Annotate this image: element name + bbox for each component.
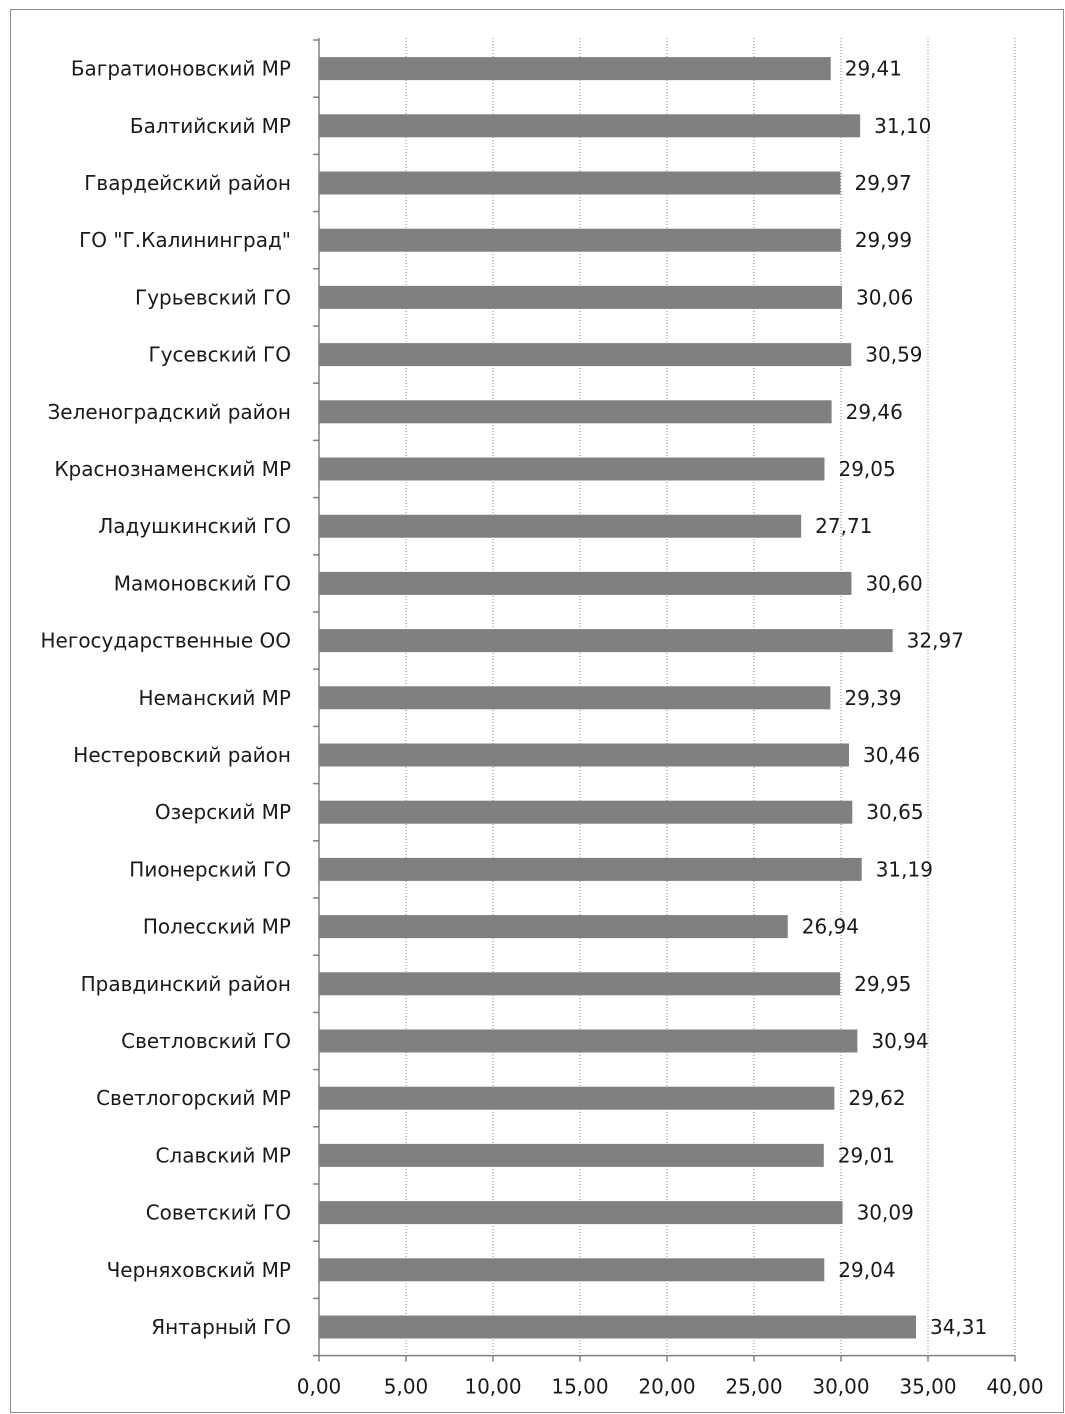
bar-10 <box>319 629 893 653</box>
bar-3 <box>319 228 841 252</box>
bar-9 <box>319 571 852 595</box>
category-label: Мамоновский ГО <box>114 571 291 595</box>
x-tick-label: 25,00 <box>725 1375 782 1399</box>
value-label: 29,04 <box>838 1258 895 1282</box>
bar-20 <box>319 1201 843 1225</box>
value-label: 29,62 <box>848 1086 905 1110</box>
category-label: Гурьевский ГО <box>135 285 291 309</box>
category-label: Гвардейский район <box>84 171 291 195</box>
bar-15 <box>319 915 788 939</box>
bar-18 <box>319 1086 835 1110</box>
bar-19 <box>319 1143 824 1167</box>
bar-8 <box>319 514 802 538</box>
x-tick-label: 15,00 <box>551 1375 608 1399</box>
category-label: Озерский МР <box>155 800 291 824</box>
category-label: Нестеровский район <box>73 743 291 767</box>
value-label: 29,99 <box>855 228 912 252</box>
bar-1 <box>319 114 861 138</box>
category-label: Негосударственные ОО <box>40 629 291 653</box>
category-label: Черняховский МР <box>107 1258 291 1282</box>
bar-5 <box>319 343 852 367</box>
category-label: Краснознаменский МР <box>54 457 291 481</box>
category-label: ГО "Г.Калининград" <box>79 228 291 252</box>
x-tick-label: 40,00 <box>986 1375 1043 1399</box>
category-label: Светлогорский МР <box>96 1086 291 1110</box>
value-label: 27,71 <box>815 514 872 538</box>
value-label: 26,94 <box>802 915 859 939</box>
value-label: 30,59 <box>865 343 922 367</box>
category-label: Балтийский МР <box>130 114 291 138</box>
bar-14 <box>319 857 862 881</box>
bar-17 <box>319 1029 858 1053</box>
category-label: Ладушкинский ГО <box>98 514 291 538</box>
category-label: Багратионовский МР <box>71 57 291 81</box>
value-label: 34,31 <box>930 1315 987 1339</box>
x-tick-label: 5,00 <box>384 1375 429 1399</box>
category-label: Славский МР <box>155 1143 291 1167</box>
category-label: Гусевский ГО <box>149 343 292 367</box>
bar-7 <box>319 457 825 481</box>
bar-4 <box>319 285 843 309</box>
value-label: 30,46 <box>863 743 920 767</box>
value-label: 31,10 <box>874 114 931 138</box>
value-label: 29,97 <box>854 171 911 195</box>
value-label: 29,95 <box>854 972 911 996</box>
value-label: 29,46 <box>846 400 903 424</box>
bar-22 <box>319 1315 916 1339</box>
x-tick-label: 30,00 <box>812 1375 869 1399</box>
category-label: Зеленоградский район <box>47 400 291 424</box>
value-label: 32,97 <box>907 629 964 653</box>
value-label: 30,65 <box>866 800 923 824</box>
x-tick-label: 35,00 <box>899 1375 956 1399</box>
category-label: Янтарный ГО <box>151 1315 291 1339</box>
value-label: 30,94 <box>871 1029 928 1053</box>
value-label: 29,05 <box>838 457 895 481</box>
bar-6 <box>319 400 832 424</box>
value-label: 29,01 <box>838 1143 895 1167</box>
value-label: 30,06 <box>856 285 913 309</box>
value-label: 29,41 <box>845 57 902 81</box>
x-tick-label: 10,00 <box>464 1375 521 1399</box>
value-label: 30,60 <box>865 571 922 595</box>
value-label: 30,09 <box>857 1201 914 1225</box>
bar-16 <box>319 972 841 996</box>
bar-13 <box>319 800 853 824</box>
value-label: 29,39 <box>844 686 901 710</box>
category-label: Советский ГО <box>146 1201 291 1225</box>
bar-11 <box>319 686 831 710</box>
bar-0 <box>319 57 831 81</box>
bar-2 <box>319 171 841 195</box>
category-label: Полесский МР <box>143 915 291 939</box>
category-label: Светловский ГО <box>121 1029 291 1053</box>
value-label: 31,19 <box>876 857 933 881</box>
category-label: Правдинский район <box>81 972 291 996</box>
x-tick-label: 20,00 <box>638 1375 695 1399</box>
bar-21 <box>319 1258 825 1282</box>
x-tick-label: 0,00 <box>297 1375 342 1399</box>
category-label: Неманский МР <box>138 686 291 710</box>
bar-12 <box>319 743 850 767</box>
category-label: Пионерский ГО <box>129 857 291 881</box>
